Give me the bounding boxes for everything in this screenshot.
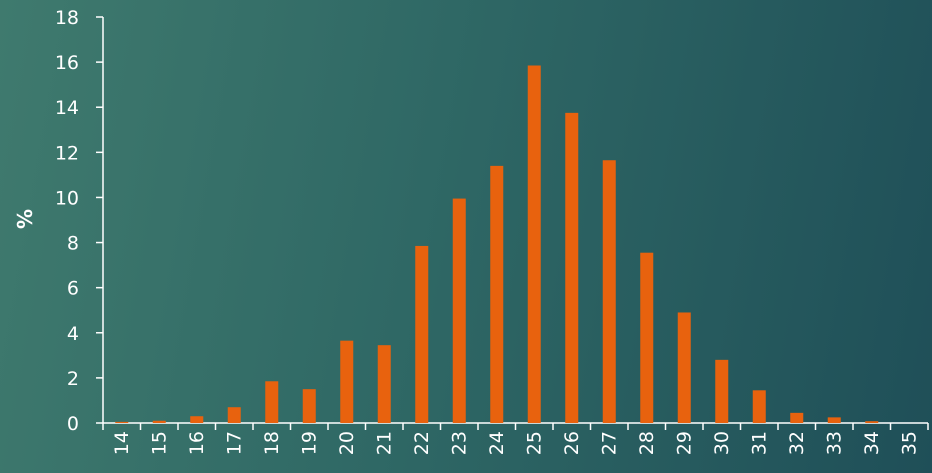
y-tick-label: 10 bbox=[55, 187, 79, 209]
x-tick-label: 17 bbox=[223, 431, 245, 455]
bar bbox=[302, 389, 316, 423]
bar bbox=[640, 252, 654, 423]
y-tick-label: 4 bbox=[67, 323, 79, 345]
x-axis: 14 15 16 17 18 19 20 21 22 23 24 25 26 27 28 29 30 31 32 33… bbox=[102, 422, 929, 455]
bar bbox=[452, 198, 466, 423]
bar bbox=[602, 160, 616, 423]
y-axis-label: % bbox=[13, 209, 37, 229]
bar bbox=[565, 112, 579, 423]
bar bbox=[677, 312, 691, 423]
x-tick-label: 19 bbox=[298, 431, 320, 455]
y-tick-label: 2 bbox=[67, 368, 79, 390]
x-tick-label: 33 bbox=[823, 431, 845, 455]
bar bbox=[265, 381, 279, 423]
bar bbox=[340, 340, 354, 423]
bar bbox=[752, 390, 766, 423]
bars bbox=[115, 65, 879, 423]
x-tick-label: 16 bbox=[186, 431, 208, 455]
x-tick-label: 21 bbox=[373, 431, 395, 455]
y-tick-label: 12 bbox=[55, 142, 79, 164]
bar bbox=[715, 359, 729, 423]
x-tick-label: 14 bbox=[111, 431, 133, 455]
y-tick-label: 16 bbox=[55, 52, 79, 74]
x-tick-label: 23 bbox=[448, 431, 470, 455]
x-tick-label: 29 bbox=[673, 431, 695, 455]
x-tick-label: 28 bbox=[636, 431, 658, 455]
y-tick-label: 8 bbox=[67, 233, 79, 255]
x-tick-label: 34 bbox=[861, 431, 883, 455]
x-tick-label: 25 bbox=[523, 431, 545, 455]
x-tick-label: 18 bbox=[261, 431, 283, 455]
bar bbox=[527, 65, 541, 423]
x-tick-label: 35 bbox=[898, 431, 920, 455]
bar bbox=[227, 407, 241, 423]
x-tick-label: 22 bbox=[411, 431, 433, 455]
y-axis: 0 2 4 6 8 10 12 14 16 18 bbox=[55, 7, 104, 435]
x-tick-label: 32 bbox=[786, 431, 808, 455]
y-tick-label: 14 bbox=[55, 97, 79, 119]
bar bbox=[790, 412, 804, 423]
x-tick-label: 31 bbox=[748, 431, 770, 455]
x-tick-label: 20 bbox=[336, 431, 358, 455]
bar bbox=[190, 416, 204, 423]
bar bbox=[115, 421, 129, 423]
y-tick-label: 6 bbox=[67, 278, 79, 300]
x-tick-label: 15 bbox=[148, 431, 170, 455]
bar bbox=[490, 165, 504, 423]
bar bbox=[377, 345, 391, 423]
y-tick-label: 18 bbox=[55, 7, 79, 29]
bar bbox=[827, 417, 841, 423]
x-tick-label: 30 bbox=[711, 431, 733, 455]
x-tick-label: 24 bbox=[486, 431, 508, 455]
bar bbox=[415, 245, 429, 423]
bar bbox=[865, 421, 879, 423]
x-tick-label: 26 bbox=[561, 431, 583, 455]
bar bbox=[152, 420, 166, 423]
y-tick-label: 0 bbox=[67, 413, 79, 435]
x-tick-label: 27 bbox=[598, 431, 620, 455]
